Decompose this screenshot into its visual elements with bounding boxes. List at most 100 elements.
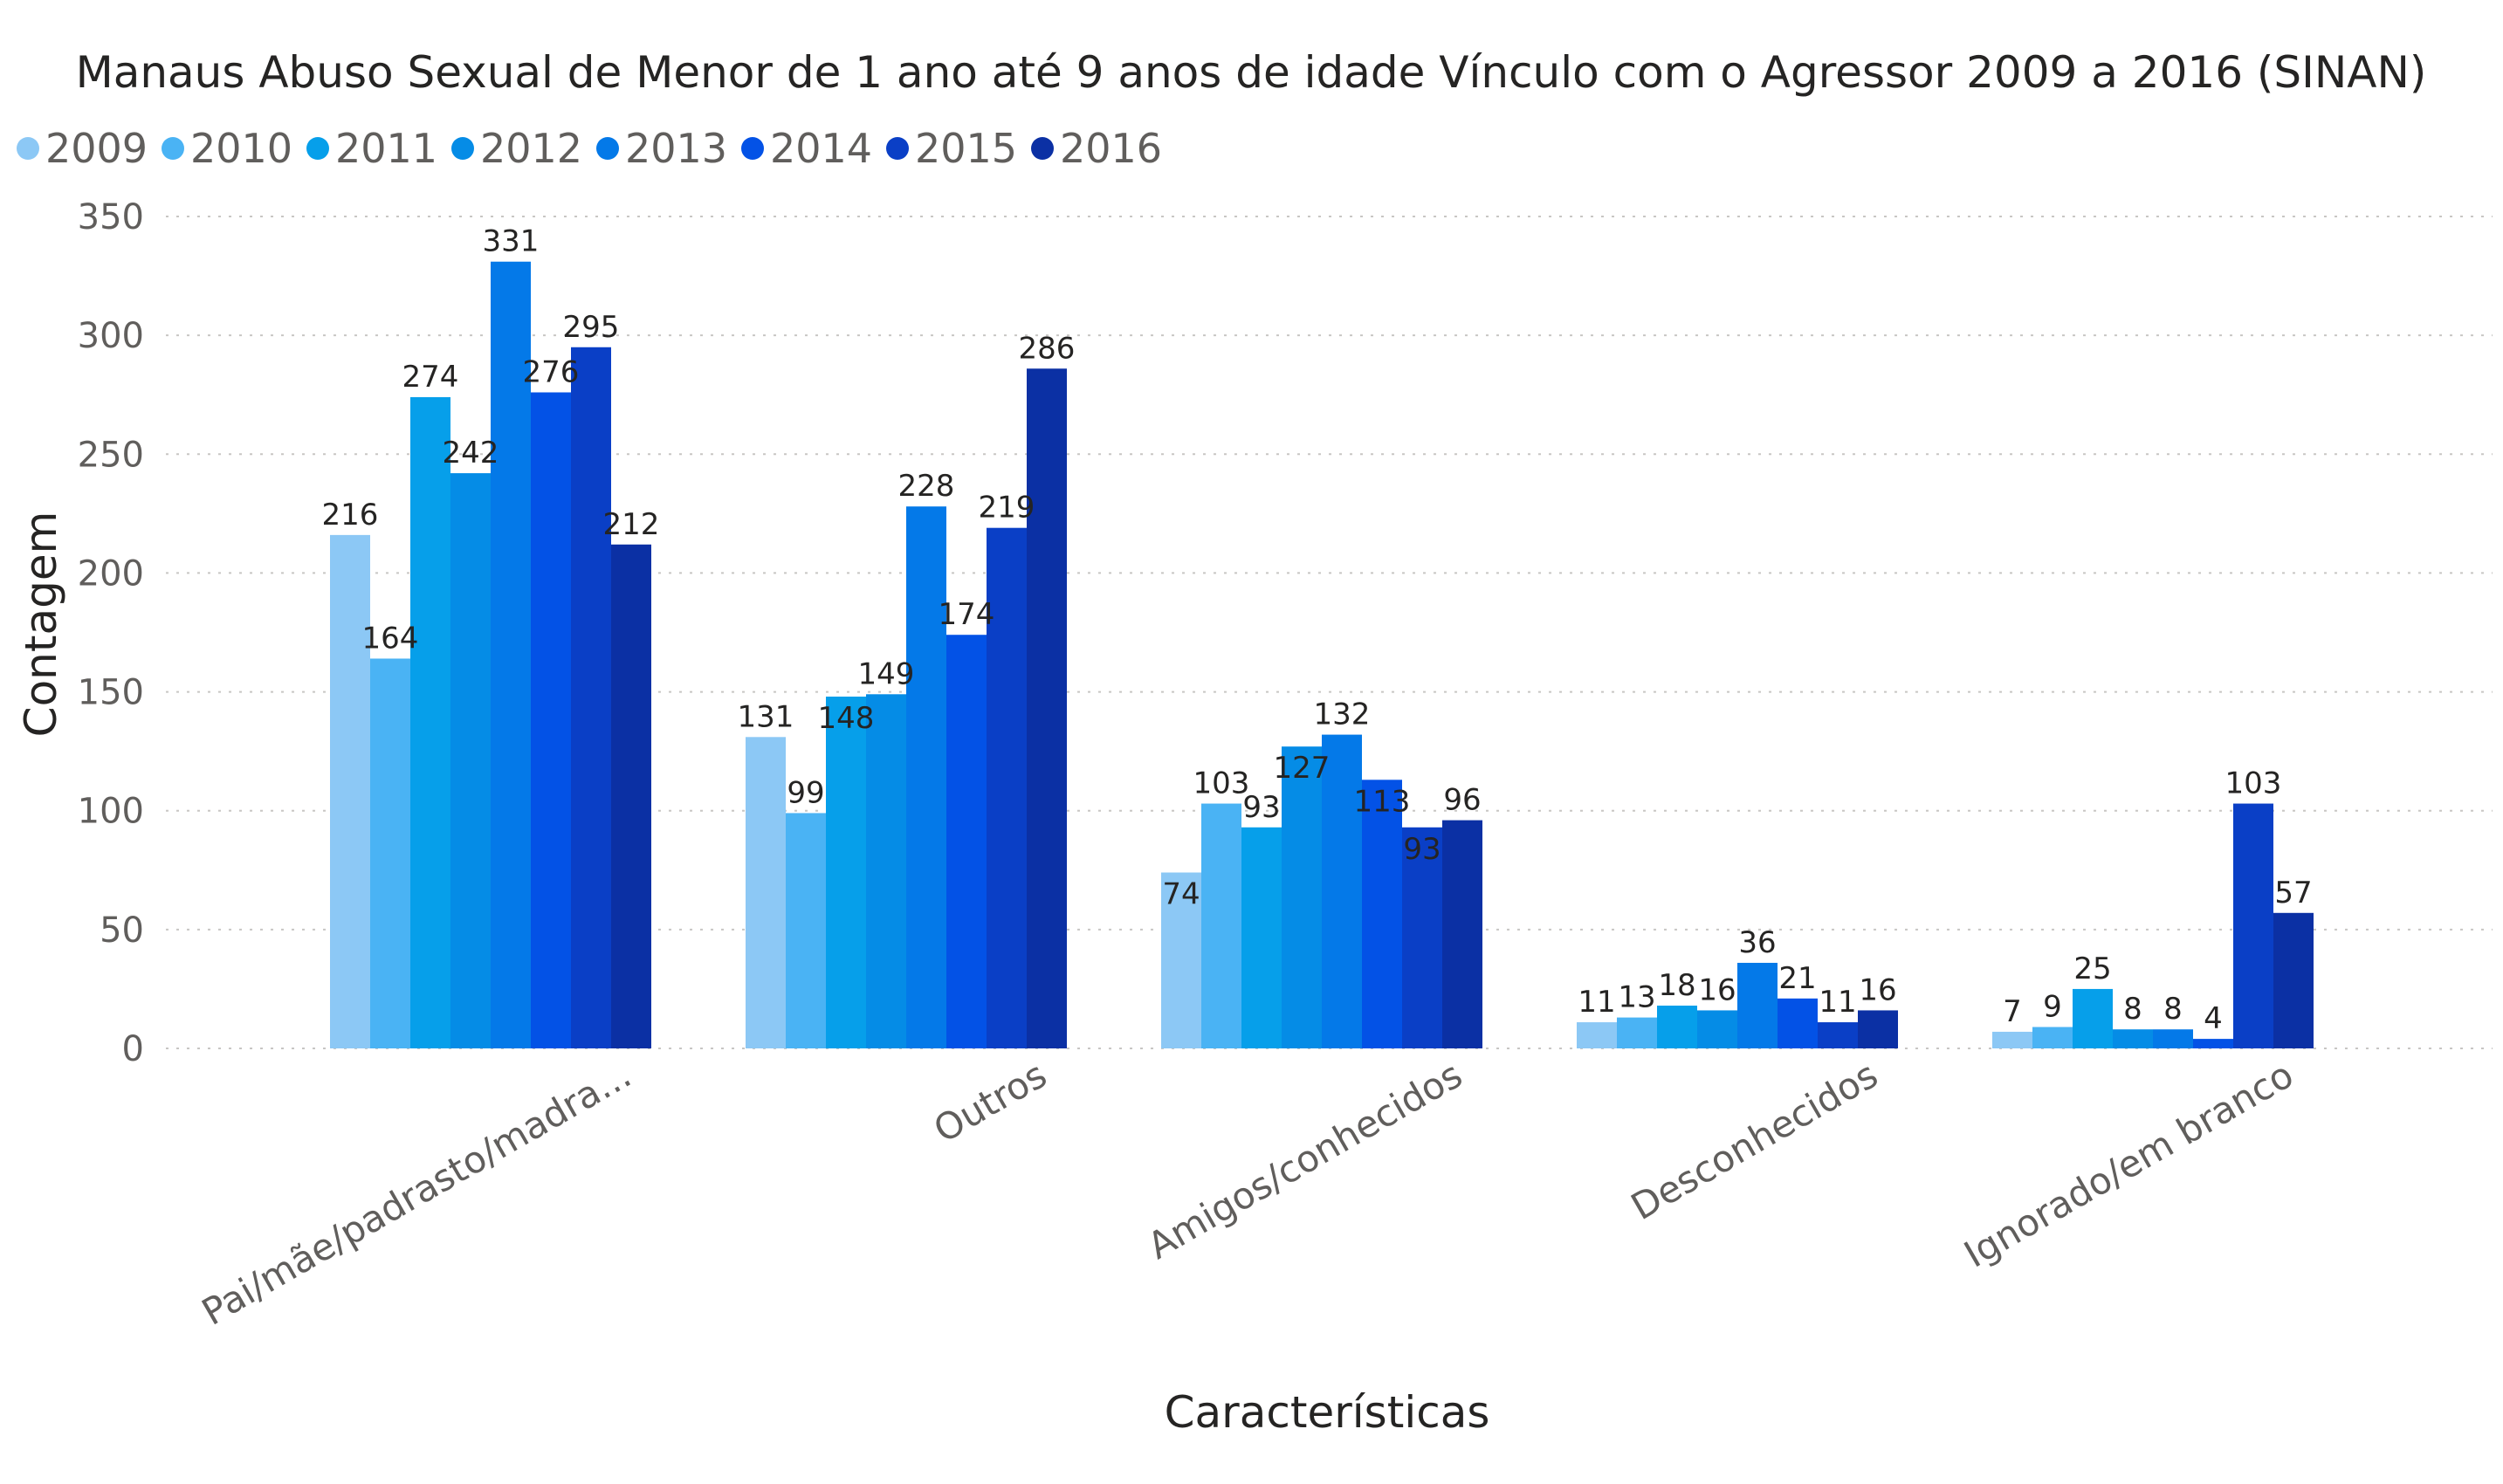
bar-2012-4 <box>2113 1029 2153 1048</box>
bar-2012-2 <box>1282 746 1322 1048</box>
bar-2013-4 <box>2153 1029 2193 1048</box>
data-label: 216 <box>322 498 379 532</box>
data-label: 149 <box>858 656 915 691</box>
data-label: 9 <box>2043 989 2062 1024</box>
data-label: 212 <box>603 507 660 542</box>
data-label: 21 <box>1778 961 1816 996</box>
bar-2016-0 <box>611 544 651 1048</box>
data-label: 8 <box>2123 992 2142 1027</box>
bar-2009-4 <box>1992 1031 2032 1048</box>
legend-label-2012: 2012 <box>480 125 582 172</box>
bar-2012-1 <box>866 694 906 1048</box>
data-label: 11 <box>1578 985 1615 1020</box>
y-axis-ticks: 0 50 100 150 200 250 300 350 <box>78 197 144 1069</box>
data-label: 274 <box>402 360 459 395</box>
x-category-label: Amigos/conhecidos <box>1140 1053 1469 1268</box>
legend-marker-2015 <box>886 137 909 160</box>
bar-2010-4 <box>2032 1027 2073 1048</box>
x-axis-title: Características <box>1165 1387 1490 1438</box>
data-label: 242 <box>443 436 499 471</box>
chart-title: Manaus Abuso Sexual de Menor de 1 ano at… <box>76 47 2427 98</box>
data-label: 25 <box>2073 952 2111 986</box>
legend-label-2010: 2010 <box>190 125 292 172</box>
legend-label-2011: 2011 <box>335 125 437 172</box>
y-tick-label: 350 <box>78 197 144 237</box>
bar-2015-1 <box>987 527 1027 1048</box>
data-label: 93 <box>1403 832 1441 867</box>
bar-2014-2 <box>1362 780 1402 1048</box>
bar-2015-3 <box>1818 1022 1858 1048</box>
legend-label-2015: 2015 <box>915 125 1017 172</box>
legend-marker-2009 <box>17 137 39 160</box>
bar-2009-0 <box>330 534 370 1048</box>
bar-2010-3 <box>1617 1017 1657 1048</box>
data-label: 164 <box>362 621 419 656</box>
bar-2015-4 <box>2233 803 2273 1048</box>
y-tick-label: 0 <box>122 1029 144 1069</box>
bar-2010-1 <box>786 813 826 1048</box>
data-label: 286 <box>1019 331 1076 366</box>
bar-2016-3 <box>1858 1010 1898 1048</box>
bar-2015-2 <box>1402 827 1442 1048</box>
y-tick-label: 100 <box>78 792 144 832</box>
data-label: 13 <box>1618 980 1655 1015</box>
data-label: 8 <box>2163 992 2183 1027</box>
x-category-label: Ignorado/em branco <box>1957 1053 2300 1275</box>
y-tick-label: 150 <box>78 673 144 713</box>
data-label: 331 <box>483 224 540 259</box>
data-label: 295 <box>563 310 620 345</box>
bars <box>330 261 2314 1049</box>
bar-2016-1 <box>1027 368 1067 1049</box>
legend-label-2016: 2016 <box>1060 125 1162 172</box>
bar-2010-2 <box>1201 803 1241 1048</box>
data-label: 132 <box>1314 697 1371 732</box>
bar-2011-0 <box>410 396 450 1048</box>
data-label: 219 <box>979 491 1035 526</box>
legend: 2009 2010 2011 2012 2013 2014 2015 2016 <box>17 125 1162 172</box>
legend-label-2013: 2013 <box>625 125 727 172</box>
bar-2013-3 <box>1737 962 1778 1048</box>
bar-2009-1 <box>746 737 786 1048</box>
bar-2011-1 <box>826 697 866 1048</box>
bar-2011-2 <box>1241 827 1282 1048</box>
bar-2009-3 <box>1577 1022 1617 1048</box>
y-tick-label: 300 <box>78 316 144 356</box>
data-label: 148 <box>818 701 875 736</box>
data-label: 103 <box>2225 766 2282 801</box>
y-tick-label: 250 <box>78 435 144 475</box>
bar-2016-2 <box>1442 820 1482 1048</box>
data-label: 16 <box>1859 972 1896 1007</box>
data-label: 74 <box>1162 877 1200 912</box>
legend-marker-2016 <box>1031 137 1054 160</box>
legend-marker-2012 <box>451 137 474 160</box>
bar-2012-0 <box>450 473 491 1048</box>
y-tick-label: 200 <box>78 553 144 594</box>
data-label: 7 <box>2003 994 2022 1029</box>
bar-2014-1 <box>946 635 987 1048</box>
legend-label-2009: 2009 <box>45 125 148 172</box>
data-label: 99 <box>787 775 824 810</box>
data-label: 57 <box>2274 876 2312 910</box>
bar-2014-4 <box>2193 1039 2233 1048</box>
legend-marker-2010 <box>162 137 184 160</box>
data-label: 113 <box>1354 784 1411 819</box>
legend-marker-2014 <box>741 137 764 160</box>
data-label: 131 <box>738 699 794 734</box>
data-label: 36 <box>1738 925 1776 960</box>
bar-2009-2 <box>1161 872 1201 1048</box>
x-axis-categories: Pai/mãe/padrasto/madra... Outros Amigos/co… <box>195 1053 2300 1334</box>
x-category-label: Desconhecidos <box>1624 1053 1885 1228</box>
data-label: 127 <box>1274 751 1331 786</box>
data-label: 93 <box>1242 790 1280 825</box>
bar-2014-3 <box>1778 998 1818 1048</box>
bar-2012-3 <box>1697 1010 1737 1048</box>
bar-2011-4 <box>2073 988 2113 1048</box>
data-label: 228 <box>898 469 955 504</box>
bar-2014-0 <box>531 392 571 1048</box>
bar-2010-0 <box>370 658 410 1048</box>
x-category-label: Pai/mãe/padrasto/madra... <box>195 1053 638 1334</box>
data-label: 16 <box>1698 972 1736 1007</box>
data-label: 103 <box>1193 766 1250 801</box>
data-label: 11 <box>1819 985 1856 1020</box>
bar-2013-0 <box>491 261 531 1049</box>
